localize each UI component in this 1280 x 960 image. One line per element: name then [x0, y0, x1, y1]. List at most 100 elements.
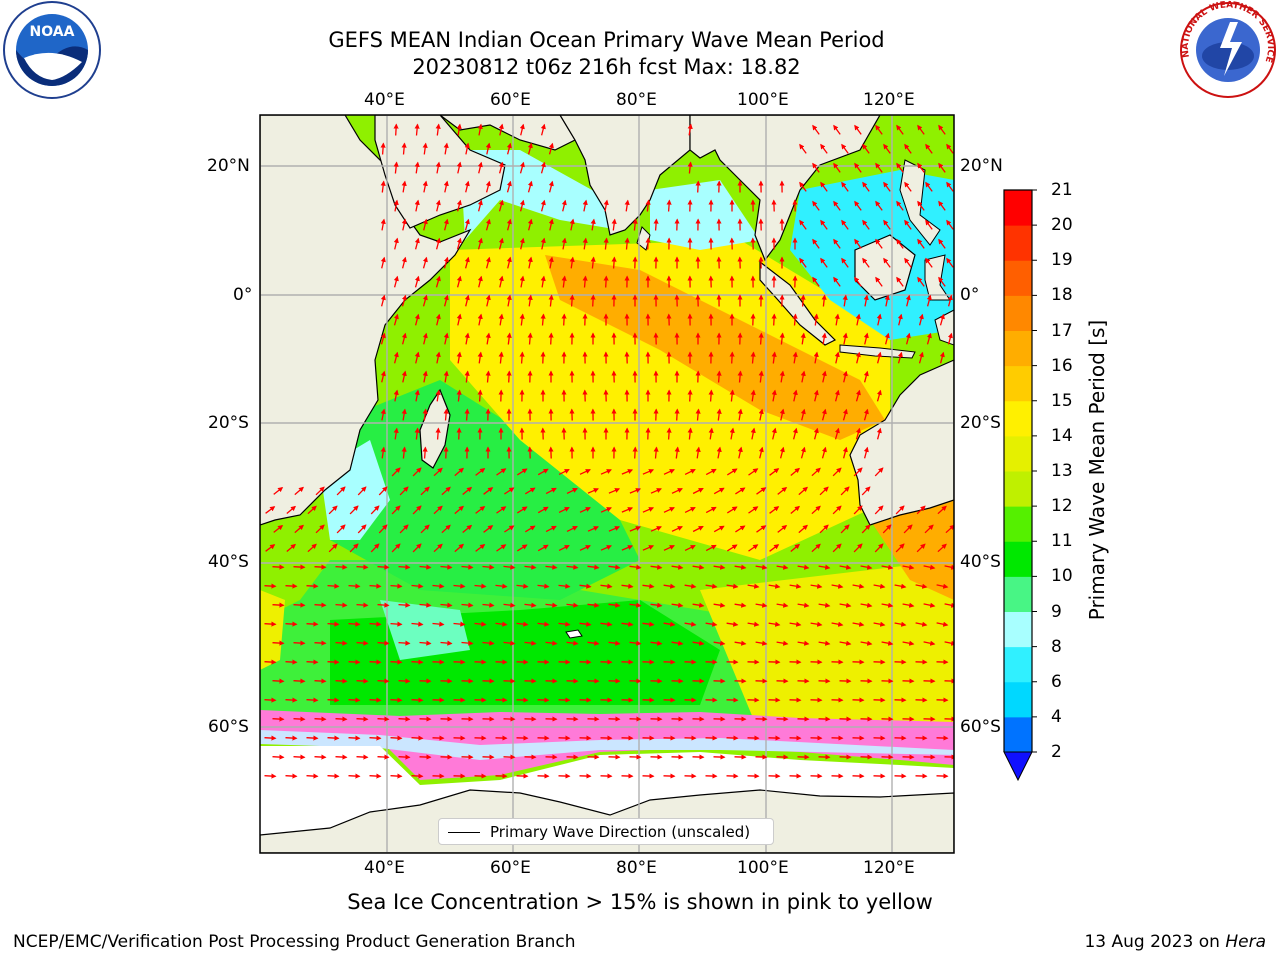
wave-direction-arrow — [608, 564, 621, 570]
wave-direction-arrow — [422, 294, 428, 307]
wave-direction-arrow — [398, 754, 411, 760]
wave-direction-arrow — [377, 754, 390, 760]
wave-direction-arrow — [863, 294, 869, 307]
wave-direction-arrow — [650, 602, 663, 608]
noaa-logo: NOAA — [3, 1, 101, 99]
wave-direction-arrow — [790, 543, 800, 552]
wave-direction-arrow — [401, 408, 407, 421]
wave-direction-arrow — [485, 218, 491, 231]
wave-direction-arrow — [390, 735, 403, 741]
wave-direction-arrow — [579, 545, 591, 551]
wave-direction-arrow — [477, 275, 483, 288]
wave-direction-arrow — [642, 469, 655, 475]
wave-direction-arrow — [561, 237, 567, 250]
wave-direction-arrow — [789, 621, 802, 627]
colorbar-segment — [1004, 506, 1032, 542]
wave-direction-arrow — [624, 237, 630, 250]
lon-tick-bottom-100e: 100°E — [737, 858, 789, 878]
wave-direction-arrow — [498, 275, 504, 288]
wave-direction-arrow — [842, 446, 848, 459]
wave-direction-arrow — [750, 427, 756, 440]
wave-direction-arrow — [348, 773, 361, 779]
wave-direction-arrow — [645, 199, 651, 212]
wave-direction-arrow — [925, 257, 933, 268]
wave-direction-arrow — [713, 564, 726, 570]
colorbar-tick-label: 2 — [1051, 742, 1062, 762]
wave-direction-arrow — [401, 180, 407, 193]
wave-direction-arrow — [328, 543, 338, 553]
wave-direction-arrow — [923, 640, 936, 646]
wave-direction-arrow — [477, 123, 483, 136]
period-band-cyan-bengal — [650, 180, 760, 250]
wave-direction-arrow — [938, 276, 946, 287]
wave-direction-arrow — [443, 294, 449, 307]
wave-direction-arrow — [540, 313, 546, 326]
wave-direction-arrow — [422, 332, 428, 345]
wave-direction-arrow — [923, 602, 936, 608]
wave-direction-arrow — [435, 275, 441, 288]
wave-direction-arrow — [314, 754, 327, 760]
wave-direction-arrow — [483, 487, 494, 495]
wave-direction-arrow — [545, 487, 557, 495]
wave-direction-arrow — [813, 313, 819, 326]
wave-direction-arrow — [393, 237, 399, 250]
wave-direction-arrow — [414, 237, 420, 250]
wave-direction-arrow — [734, 564, 747, 570]
wave-direction-arrow — [348, 735, 361, 741]
wave-direction-arrow — [708, 389, 714, 402]
wave-direction-arrow — [356, 564, 369, 570]
wave-direction-arrow — [747, 621, 760, 627]
wave-direction-arrow — [608, 488, 621, 494]
colorbar-tick-label: 10 — [1051, 566, 1073, 587]
wave-direction-arrow — [862, 181, 870, 192]
wave-direction-arrow — [779, 446, 785, 459]
wave-direction-arrow — [903, 524, 913, 534]
period-band-green-south-africa — [260, 515, 330, 620]
wave-direction-arrow — [674, 446, 680, 459]
wave-direction-arrow — [810, 583, 823, 589]
wave-direction-arrow — [755, 564, 768, 570]
wave-direction-arrow — [456, 313, 462, 326]
wave-direction-arrow — [663, 583, 676, 589]
wave-direction-arrow — [485, 180, 491, 193]
wave-direction-arrow — [545, 640, 558, 646]
wave-direction-arrow — [737, 408, 743, 421]
wave-direction-arrow — [779, 332, 785, 345]
wave-direction-arrow — [695, 180, 701, 193]
wave-direction-arrow — [883, 257, 891, 268]
colorbar-segment — [1004, 541, 1032, 577]
wave-direction-arrow — [666, 199, 672, 212]
wave-direction-arrow — [527, 218, 533, 231]
wave-direction-arrow — [832, 467, 842, 477]
wave-direction-arrow — [504, 525, 515, 533]
wave-direction-arrow — [537, 621, 550, 627]
wave-direction-arrow — [401, 294, 407, 307]
wave-direction-arrow — [540, 123, 546, 136]
wave-direction-arrow — [380, 446, 386, 459]
wave-direction-arrow — [621, 469, 634, 475]
wave-direction-arrow — [671, 640, 684, 646]
wave-direction-arrow — [506, 370, 512, 383]
wave-direction-arrow — [453, 621, 466, 627]
colorbar-segment — [1004, 190, 1032, 226]
wave-direction-arrow — [600, 507, 612, 513]
wave-direction-arrow — [705, 583, 718, 589]
wave-direction-arrow — [456, 427, 462, 440]
wave-direction-arrow — [285, 583, 298, 589]
wave-direction-arrow — [853, 505, 863, 515]
wave-direction-arrow — [390, 773, 403, 779]
wave-direction-arrow — [495, 621, 508, 627]
wave-direction-arrow — [411, 583, 424, 589]
lon-tick-bottom-40e: 40°E — [364, 858, 405, 878]
wave-direction-arrow — [608, 602, 621, 608]
wave-direction-arrow — [285, 621, 298, 627]
wave-direction-arrow — [335, 754, 348, 760]
wave-direction-arrow — [734, 602, 747, 608]
wave-direction-arrow — [832, 543, 842, 553]
wave-direction-arrow — [411, 735, 424, 741]
wave-direction-arrow — [506, 218, 512, 231]
wave-direction-arrow — [632, 446, 638, 459]
wave-direction-arrow — [433, 543, 443, 553]
lat-tick-left-20n: 20°N — [207, 156, 250, 176]
wave-direction-arrow — [820, 181, 828, 192]
